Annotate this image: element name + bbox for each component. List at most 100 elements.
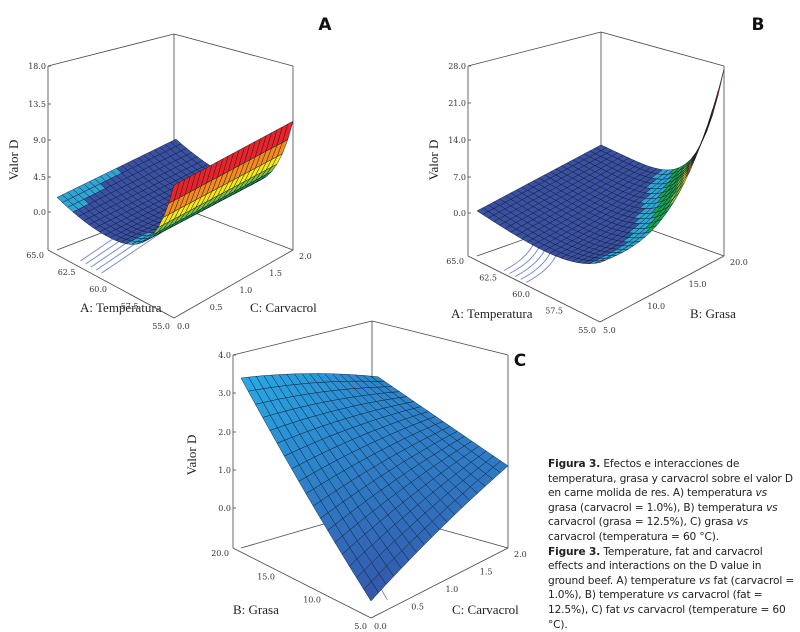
caption-vs: vs [698, 574, 711, 587]
y-tick-label: 2.0 [514, 550, 527, 559]
z-tick-label: 0.0 [453, 209, 466, 218]
caption-en-text: carvacrol (temperature = 60 °C). [548, 603, 786, 631]
y-axis-line [370, 547, 509, 619]
z-axis-title: Valor D [184, 435, 199, 476]
z-tick-label: 4.5 [33, 173, 46, 182]
y-tick-label: 10.0 [647, 302, 665, 311]
z-tick-label: 9.0 [33, 136, 46, 145]
x-axis-title: B: Grasa [233, 602, 279, 617]
surface-mesh [476, 68, 725, 264]
frame-edge [47, 33, 175, 67]
caption-vs: vs [736, 516, 748, 529]
frame-edge [371, 320, 509, 356]
surface-plot-c: 0.0 1.0 2.0 3.0 4.0 20.0 15.0 10.0 5.0 0.0 0.5 1.0 1… [184, 320, 527, 629]
x-tick-label: 60.0 [89, 285, 107, 294]
frame-edge [173, 33, 294, 67]
caption-en-text: carvacrol (fat = 12.5%), C) fat [548, 589, 763, 616]
z-tick-label: 0.0 [33, 208, 46, 217]
surface-facet [689, 142, 702, 169]
surface-plot-b: 0.0 7.0 14.0 21.0 28.0 65.0 62.5 60.0 57.5 55.0 5.… [426, 15, 764, 335]
caption-vs: vs [667, 589, 679, 602]
caption-es-text: Efectos e interacciones de temperatura, … [548, 458, 793, 500]
caption-vs: vs [622, 603, 635, 616]
caption-en-label: Figure 3. [548, 545, 601, 558]
frame-edge [467, 31, 602, 67]
y-tick-label: 1.5 [480, 568, 493, 577]
x-tick-label: 65.0 [446, 257, 464, 266]
y-axis-ticks: 0.0 0.5 1.0 1.5 2.0 [374, 550, 527, 629]
figure-caption: Figura 3. Efectos e interacciones de tem… [548, 457, 798, 632]
x-tick-label: 55.0 [578, 326, 596, 335]
y-tick-label: 1.0 [446, 585, 459, 594]
z-tick-label: 7.0 [453, 173, 466, 182]
y-tick-label: 1.0 [240, 286, 253, 295]
y-tick-label: 0.5 [210, 303, 223, 312]
surface-facet [363, 581, 379, 602]
caption-en-text: fat (carvacrol = 1.0%), B) temperature [548, 574, 795, 602]
caption-en-text: Temperature, fat and carvacrol effects a… [548, 545, 763, 587]
box-frame [467, 31, 725, 323]
surface-facet [594, 259, 606, 264]
x-tick-label: 60.0 [512, 290, 530, 299]
z-axis-ticks: 0.0 1.0 2.0 3.0 4.0 [218, 351, 236, 513]
z-axis-title: Valor D [6, 140, 21, 181]
y-tick-label: 2.0 [299, 252, 312, 261]
z-tick-label: 13.5 [28, 100, 46, 109]
x-axis-ticks: 20.0 15.0 10.0 5.0 [211, 549, 367, 629]
surface-mesh [240, 373, 509, 602]
y-axis-line [599, 255, 725, 323]
surface-mesh [56, 120, 294, 245]
y-axis-title: C: Carvacrol [250, 300, 317, 315]
z-tick-label: 14.0 [448, 136, 466, 145]
y-axis-title: C: Carvacrol [452, 602, 519, 617]
x-axis-line [467, 255, 601, 323]
y-tick-label: 15.0 [689, 280, 707, 289]
y-tick-label: 0.0 [374, 622, 387, 629]
y-axis-line [173, 249, 294, 319]
caption-es-text: carvacrol (grasa = 12.5%), C) grasa [548, 516, 737, 529]
caption-es-text: grasa (carvacrol = 1.0%), B) temperatura [548, 501, 767, 514]
panel-label: C [514, 351, 526, 371]
x-tick-label: 20.0 [211, 549, 229, 558]
y-tick-label: 1.5 [269, 269, 282, 278]
y-tick-label: 20.0 [730, 258, 748, 267]
caption-vs: vs [755, 487, 768, 500]
surface-plot-a: 0.0 4.5 9.0 13.5 18.0 65.0 62.5 60.0 57.5 55.0 0.0… [6, 15, 332, 331]
z-axis-title: Valor D [426, 140, 441, 181]
frame-edge [600, 31, 725, 67]
x-tick-label: 15.0 [257, 572, 275, 581]
z-tick-label: 1.0 [218, 466, 231, 475]
x-axis-title: A: Temperatura [451, 306, 533, 321]
x-tick-label: 10.0 [303, 596, 321, 605]
x-axis-title: A: Temperatura [80, 300, 162, 315]
x-axis-line [47, 249, 175, 319]
y-axis-ticks: 5.0 10.0 15.0 20.0 [603, 258, 748, 335]
y-tick-label: 0.0 [177, 322, 190, 331]
x-tick-label: 57.5 [121, 302, 139, 311]
x-tick-label: 62.5 [58, 268, 76, 277]
caption-vs: vs [766, 501, 778, 514]
caption-spanish: Figura 3. Efectos e interacciones de tem… [548, 457, 798, 545]
surface-facet [168, 181, 180, 204]
frame-edge [232, 320, 373, 356]
y-tick-label: 5.0 [603, 326, 616, 335]
z-tick-label: 3.0 [218, 389, 231, 398]
caption-es-label: Figura 3. [548, 458, 601, 470]
x-axis-ticks: 65.0 62.5 60.0 57.5 55.0 [446, 257, 596, 335]
x-tick-label: 57.5 [545, 307, 563, 316]
y-axis-ticks: 0.0 0.5 1.0 1.5 2.0 [177, 252, 312, 331]
panel-label: B [752, 15, 765, 35]
x-tick-label: 55.0 [152, 322, 170, 331]
z-tick-label: 0.0 [218, 504, 231, 513]
z-axis-ticks: 0.0 4.5 9.0 13.5 18.0 [28, 62, 51, 217]
x-tick-label: 5.0 [354, 622, 367, 629]
caption-english: Figure 3. Temperature, fat and carvacrol… [548, 545, 798, 632]
z-tick-label: 28.0 [448, 62, 466, 71]
y-tick-label: 0.5 [411, 603, 424, 612]
x-tick-label: 65.0 [26, 251, 44, 260]
panel-label: A [318, 15, 332, 35]
z-tick-label: 2.0 [218, 428, 231, 437]
x-tick-label: 62.5 [479, 274, 497, 283]
y-axis-title: B: Grasa [690, 306, 736, 321]
